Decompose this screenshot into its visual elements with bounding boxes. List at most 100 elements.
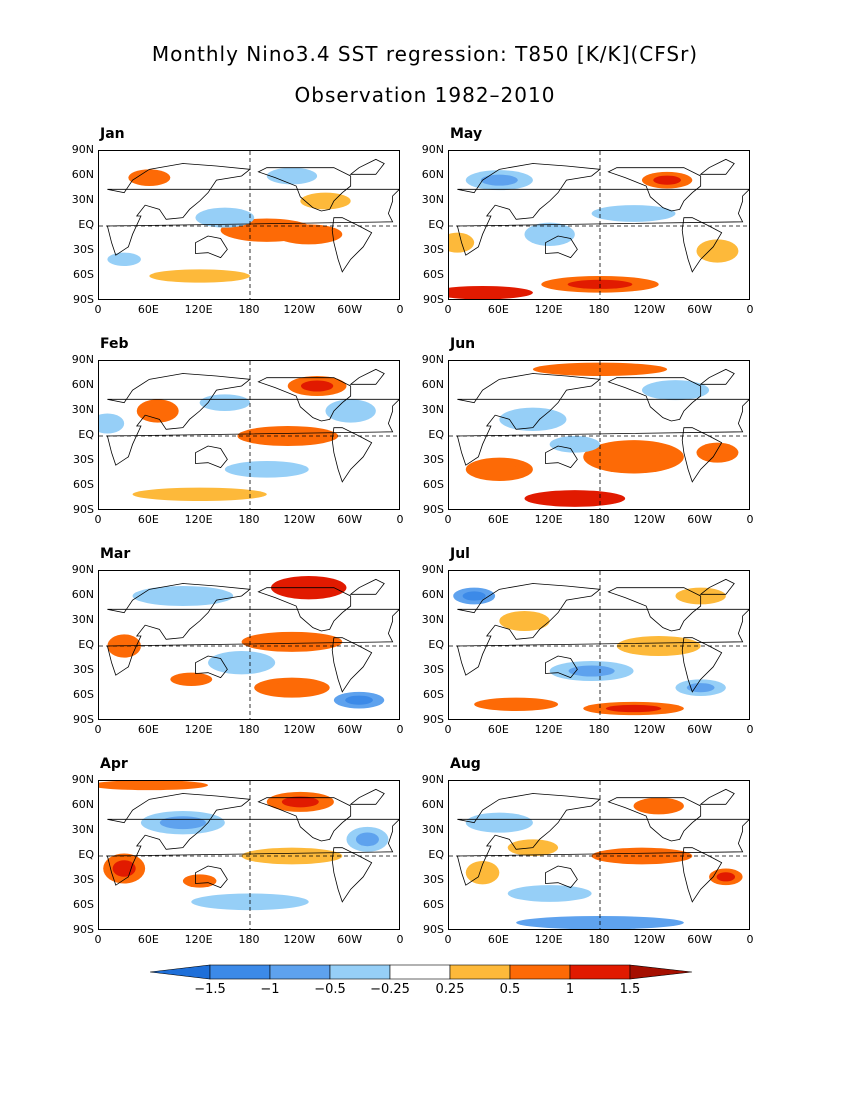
anomaly-blob — [499, 611, 550, 631]
y-tick-label: 60S — [423, 268, 444, 281]
y-tick-label: 30N — [421, 403, 444, 416]
coastline — [257, 167, 352, 212]
x-tick-label: 0 — [444, 303, 452, 316]
anomaly-core — [716, 872, 736, 882]
x-tick-label: 180 — [238, 933, 260, 946]
panel-map — [98, 570, 400, 720]
y-tick-label: 90S — [423, 713, 444, 726]
anomaly-core — [146, 404, 170, 418]
anomaly-core — [264, 636, 320, 648]
anomaly-core — [179, 675, 203, 683]
x-tick-label: 60W — [687, 933, 713, 946]
y-tick-label: 30S — [423, 243, 444, 256]
colorbar-swatch — [150, 964, 211, 980]
anomaly-core — [271, 682, 313, 694]
x-tick-label: 60E — [487, 933, 509, 946]
panel-map — [98, 360, 400, 510]
panel-map — [448, 570, 750, 720]
panel-label: Mar — [100, 546, 131, 562]
colorbar-label: 0.25 — [435, 982, 465, 997]
anomaly-blob — [616, 636, 701, 656]
x-tick-label: 120W — [283, 513, 316, 526]
x-tick-label: 180 — [588, 303, 610, 316]
coastline — [607, 587, 702, 632]
x-tick-label: 60E — [487, 303, 509, 316]
y-tick-label: 60N — [421, 168, 444, 181]
x-tick-label: 120W — [633, 723, 666, 736]
x-tick-label: 180 — [238, 303, 260, 316]
coastline — [456, 583, 749, 676]
panel-label: Aug — [450, 756, 481, 772]
anomaly-blob — [199, 394, 250, 411]
x-tick-label: 120E — [534, 723, 563, 736]
coastline — [331, 217, 373, 273]
coastline — [257, 587, 352, 632]
y-tick-label: 90S — [73, 503, 94, 516]
y-tick-label: 90S — [73, 293, 94, 306]
anomaly-core — [493, 700, 540, 708]
anomaly-core — [480, 462, 518, 476]
y-tick-label: 90S — [73, 923, 94, 936]
x-tick-label: 0 — [444, 933, 452, 946]
coastline — [681, 217, 723, 273]
y-tick-label: 30S — [73, 243, 94, 256]
x-tick-label: 120W — [633, 303, 666, 316]
y-tick-label: 60N — [421, 588, 444, 601]
x-tick-label: 0 — [396, 933, 404, 946]
y-tick-label: 60S — [423, 898, 444, 911]
y-tick-label: 30S — [73, 663, 94, 676]
coastline — [607, 167, 702, 212]
anomaly-blob — [224, 461, 309, 478]
x-tick-label: 60E — [137, 303, 159, 316]
y-tick-label: EQ — [78, 638, 94, 651]
y-tick-label: 30N — [71, 193, 94, 206]
coastline — [545, 655, 578, 679]
y-tick-label: 30N — [71, 613, 94, 626]
coastline — [257, 797, 352, 842]
y-tick-label: 60S — [423, 688, 444, 701]
coastline — [331, 637, 373, 693]
y-tick-label: 90N — [71, 773, 94, 786]
x-tick-label: 0 — [444, 513, 452, 526]
x-tick-label: 60W — [687, 303, 713, 316]
anomaly-core — [480, 174, 518, 186]
x-tick-label: 0 — [94, 303, 102, 316]
y-tick-label: 30S — [423, 453, 444, 466]
x-tick-label: 60W — [337, 513, 363, 526]
coastline — [456, 163, 749, 256]
anomaly-blob — [325, 399, 376, 423]
x-tick-label: 120W — [283, 303, 316, 316]
x-tick-label: 120E — [534, 933, 563, 946]
x-tick-label: 60E — [137, 723, 159, 736]
y-tick-label: 90S — [423, 503, 444, 516]
x-tick-label: 60E — [137, 933, 159, 946]
colorbar-swatch — [209, 964, 271, 980]
x-tick-label: 180 — [588, 723, 610, 736]
anomaly-core — [345, 695, 373, 705]
y-tick-label: 30N — [421, 823, 444, 836]
anomaly-core — [454, 289, 511, 297]
anomaly-blob — [99, 413, 125, 434]
anomaly-blob — [696, 239, 739, 263]
x-tick-label: 0 — [746, 933, 754, 946]
y-tick-label: 90N — [421, 773, 444, 786]
y-tick-label: 90N — [421, 143, 444, 156]
coastline — [545, 865, 578, 889]
coastline — [349, 368, 385, 385]
panel-label: Apr — [100, 756, 128, 772]
chart-title: Monthly Nino3.4 SST regression: T850 [K/… — [151, 42, 699, 66]
colorbar-swatch — [449, 964, 511, 980]
colorbar-swatch — [569, 964, 631, 980]
x-tick-label: 120W — [283, 723, 316, 736]
colorbar-label: 1.5 — [619, 982, 641, 997]
coastline — [195, 445, 228, 469]
panel-map — [448, 360, 750, 510]
y-tick-label: EQ — [428, 218, 444, 231]
coastline — [545, 445, 578, 469]
y-tick-label: 90S — [423, 293, 444, 306]
anomaly-blob — [107, 252, 141, 266]
colorbar-label: 1 — [565, 982, 575, 997]
anomaly-blob — [507, 885, 592, 902]
y-tick-label: EQ — [428, 848, 444, 861]
anomaly-core — [112, 860, 136, 877]
